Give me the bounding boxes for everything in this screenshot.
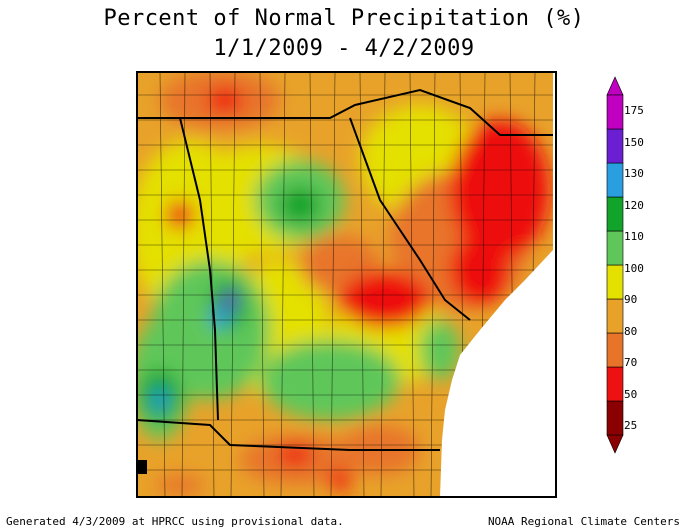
legend-tick-label: 90 <box>624 293 638 306</box>
legend-tick-label: 175 <box>624 104 644 117</box>
state-boundaries <box>136 88 553 451</box>
legend-tick-label: 120 <box>624 198 644 212</box>
county-boundaries <box>137 72 553 497</box>
precip-shading <box>137 72 553 497</box>
legend-tick-label: 130 <box>624 167 644 180</box>
legend-tick-label: 110 <box>624 230 644 243</box>
source-credit: NOAA Regional Climate Centers <box>487 515 680 528</box>
legend-max-arrow <box>606 76 624 96</box>
generated-note: Generated 4/3/2009 at HPRCC using provis… <box>6 515 344 528</box>
color-legend <box>606 76 624 454</box>
map-frame <box>136 71 557 498</box>
legend-bin <box>606 264 624 300</box>
legend-bin <box>606 366 624 402</box>
legend-bin <box>606 332 624 368</box>
legend-tick-label: 70 <box>624 356 638 369</box>
legend-tick-label: 100 <box>624 261 644 275</box>
legend-bin <box>606 94 624 130</box>
legend-bin <box>606 230 624 266</box>
map-title: Percent of Normal Precipitation (%) <box>103 6 585 31</box>
legend-bin <box>606 162 624 198</box>
legend-tick-label: 50 <box>624 387 638 401</box>
map-date-range: 1/1/2009 - 4/2/2009 <box>213 36 475 61</box>
legend-bin <box>606 298 624 334</box>
legend-tick-label: 80 <box>624 324 638 338</box>
legend-bin <box>606 400 624 436</box>
legend-tick-label: 150 <box>624 135 644 149</box>
legend-min-arrow <box>606 434 624 454</box>
legend-tick-label: 25 <box>624 419 638 432</box>
legend-bin <box>606 128 624 164</box>
legend-bin <box>606 196 624 232</box>
